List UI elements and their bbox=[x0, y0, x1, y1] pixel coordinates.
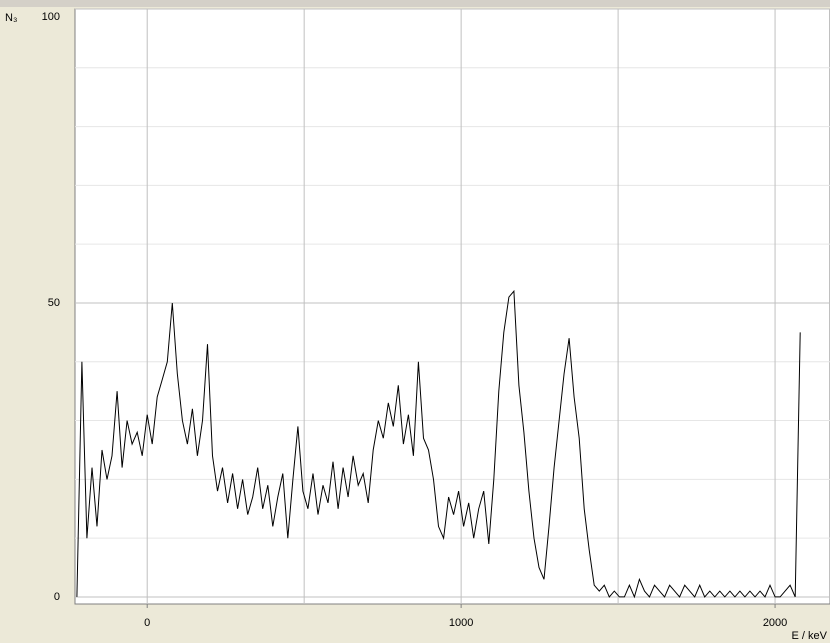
y-tick-label: 50 bbox=[48, 297, 60, 309]
top-bar bbox=[0, 0, 830, 7]
plot-area bbox=[74, 8, 830, 605]
x-axis-label: E / keV bbox=[792, 630, 828, 642]
y-axis-label: N₃ bbox=[5, 12, 17, 24]
spectrum-line bbox=[76, 289, 801, 599]
y-tick-label: 100 bbox=[42, 11, 60, 23]
x-tick-label: 1000 bbox=[449, 617, 473, 629]
x-tick-label: 0 bbox=[144, 617, 150, 629]
y-tick-label: 0 bbox=[54, 591, 60, 603]
x-tick-label: 2000 bbox=[763, 617, 787, 629]
